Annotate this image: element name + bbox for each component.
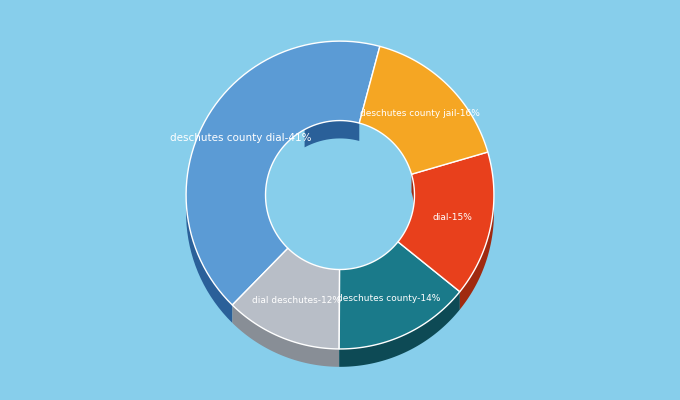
Polygon shape	[305, 120, 359, 147]
Text: deschutes county jail-16%: deschutes county jail-16%	[360, 109, 480, 118]
Polygon shape	[339, 292, 460, 367]
Polygon shape	[460, 197, 494, 310]
Polygon shape	[233, 248, 339, 349]
Polygon shape	[359, 46, 488, 174]
Polygon shape	[409, 174, 415, 241]
Polygon shape	[233, 305, 339, 367]
Text: deschutes county-14%: deschutes county-14%	[337, 294, 441, 303]
Polygon shape	[398, 152, 494, 292]
Text: dial deschutes-12%: dial deschutes-12%	[252, 296, 341, 305]
Polygon shape	[339, 242, 460, 349]
Text: deschutes county dial-41%: deschutes county dial-41%	[170, 134, 311, 144]
Polygon shape	[186, 201, 233, 323]
Polygon shape	[186, 41, 380, 305]
Polygon shape	[339, 242, 398, 287]
Text: dial-15%: dial-15%	[432, 213, 472, 222]
Polygon shape	[288, 248, 339, 287]
